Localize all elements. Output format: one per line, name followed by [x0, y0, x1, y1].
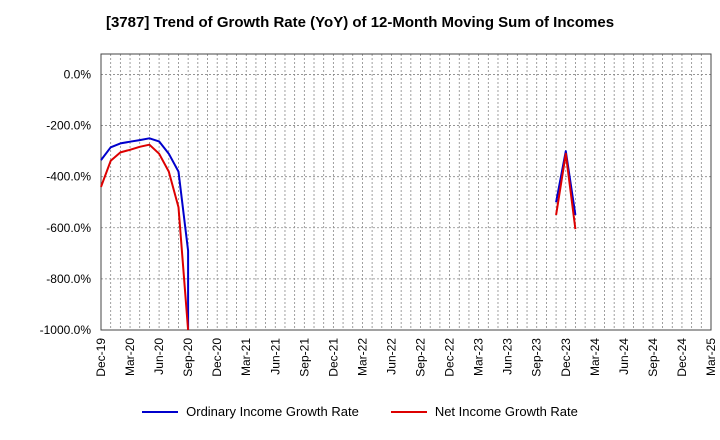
series-0	[100, 137, 577, 330]
chart-title: [3787] Trend of Growth Rate (YoY) of 12-…	[105, 14, 615, 31]
legend-label-ordinary: Ordinary Income Growth Rate	[186, 404, 359, 419]
grid-layer	[100, 54, 712, 331]
y-tick-label: -400.0%	[46, 170, 91, 184]
x-tick-label: Dec-19	[94, 338, 108, 377]
x-tick-label: Mar-21	[239, 338, 253, 376]
x-tick-label: Mar-22	[355, 338, 369, 376]
y-tick-label: -600.0%	[46, 221, 91, 235]
x-tick-label: Mar-20	[123, 338, 137, 376]
x-tick-label: Jun-24	[617, 338, 631, 375]
y-tick-label: -200.0%	[46, 119, 91, 133]
y-tick-label: -1000.0%	[40, 323, 92, 337]
x-tick-label: Mar-23	[472, 338, 486, 376]
x-tick-label: Dec-23	[559, 338, 573, 377]
series-line	[555, 152, 577, 230]
y-tick-label: 0.0%	[64, 67, 92, 81]
legend-swatch-net	[390, 410, 427, 413]
x-tick-label: Jun-21	[268, 338, 282, 375]
x-tick-label: Sep-21	[297, 338, 311, 377]
x-tick-label: Dec-21	[326, 338, 340, 377]
series-line	[100, 137, 190, 330]
x-tick-label: Sep-22	[414, 338, 428, 377]
x-tick-label: Mar-25	[704, 338, 718, 376]
legend-item-net: Net Income Growth Rate	[390, 404, 578, 419]
x-tick-label: Dec-22	[443, 338, 457, 377]
x-tick-label: Sep-20	[181, 338, 195, 377]
x-tick-label: Sep-23	[530, 338, 544, 377]
series-line	[555, 150, 577, 216]
x-tick-label: Jun-20	[152, 338, 166, 375]
x-tick-label: Sep-24	[646, 338, 660, 377]
legend-swatch-ordinary	[142, 410, 179, 413]
x-tick-label: Dec-20	[210, 338, 224, 377]
legend-item-ordinary: Ordinary Income Growth Rate	[142, 404, 359, 419]
plot-background	[101, 54, 711, 330]
legend: Ordinary Income Growth Rate Net Income G…	[0, 404, 720, 419]
x-tick-label: Mar-24	[588, 338, 602, 376]
series-layer	[100, 137, 577, 331]
y-tick-label: -800.0%	[46, 272, 91, 286]
x-tick-label: Dec-24	[675, 338, 689, 377]
legend-label-net: Net Income Growth Rate	[434, 404, 578, 419]
y-axis: 0.0% -200.0% -400.0% -600.0% -800.0% -1000.0%	[40, 67, 92, 337]
x-tick-label: Jun-23	[501, 338, 515, 375]
series-line	[100, 143, 190, 331]
series-1	[100, 143, 577, 331]
x-tick-label: Jun-22	[384, 338, 398, 375]
x-axis: Dec-19 Mar-20 Jun-20 Sep-20 Dec-20 Mar-21 Jun-…	[94, 338, 718, 377]
plot-frame	[100, 53, 712, 331]
